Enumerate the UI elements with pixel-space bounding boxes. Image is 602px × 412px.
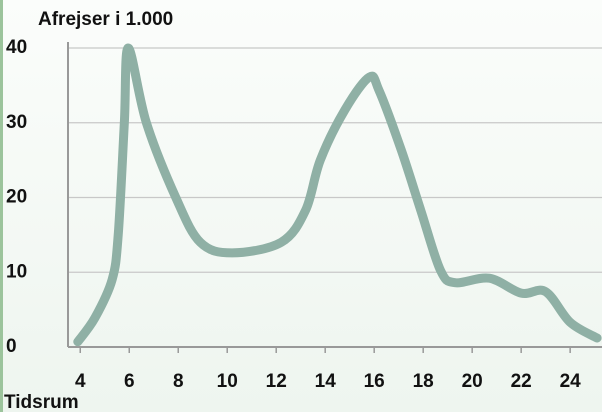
y-tick-label: 10	[6, 261, 27, 282]
x-tick-label: 24	[560, 371, 582, 392]
x-tick-label: 8	[173, 371, 184, 392]
y-tick-label: 30	[6, 112, 27, 133]
y-tick-label: 40	[6, 37, 27, 58]
x-tick-label: 6	[124, 371, 135, 392]
x-axis-label: Tidsrum	[4, 392, 79, 412]
chart-title: Afrejser i 1.000	[38, 9, 173, 30]
x-tick-label: 16	[364, 371, 385, 392]
x-tick-label: 22	[511, 371, 532, 392]
x-tick-label: 4	[75, 371, 86, 392]
x-tick-label: 14	[315, 371, 337, 392]
x-tick-label: 10	[217, 371, 238, 392]
data-line	[73, 43, 602, 347]
y-tick-label: 0	[6, 336, 17, 357]
x-tick-label: 12	[266, 371, 287, 392]
x-tick-label: 18	[413, 371, 434, 392]
y-tick-label: 20	[6, 187, 27, 208]
x-tick-label: 20	[462, 371, 483, 392]
left-border	[0, 0, 3, 412]
